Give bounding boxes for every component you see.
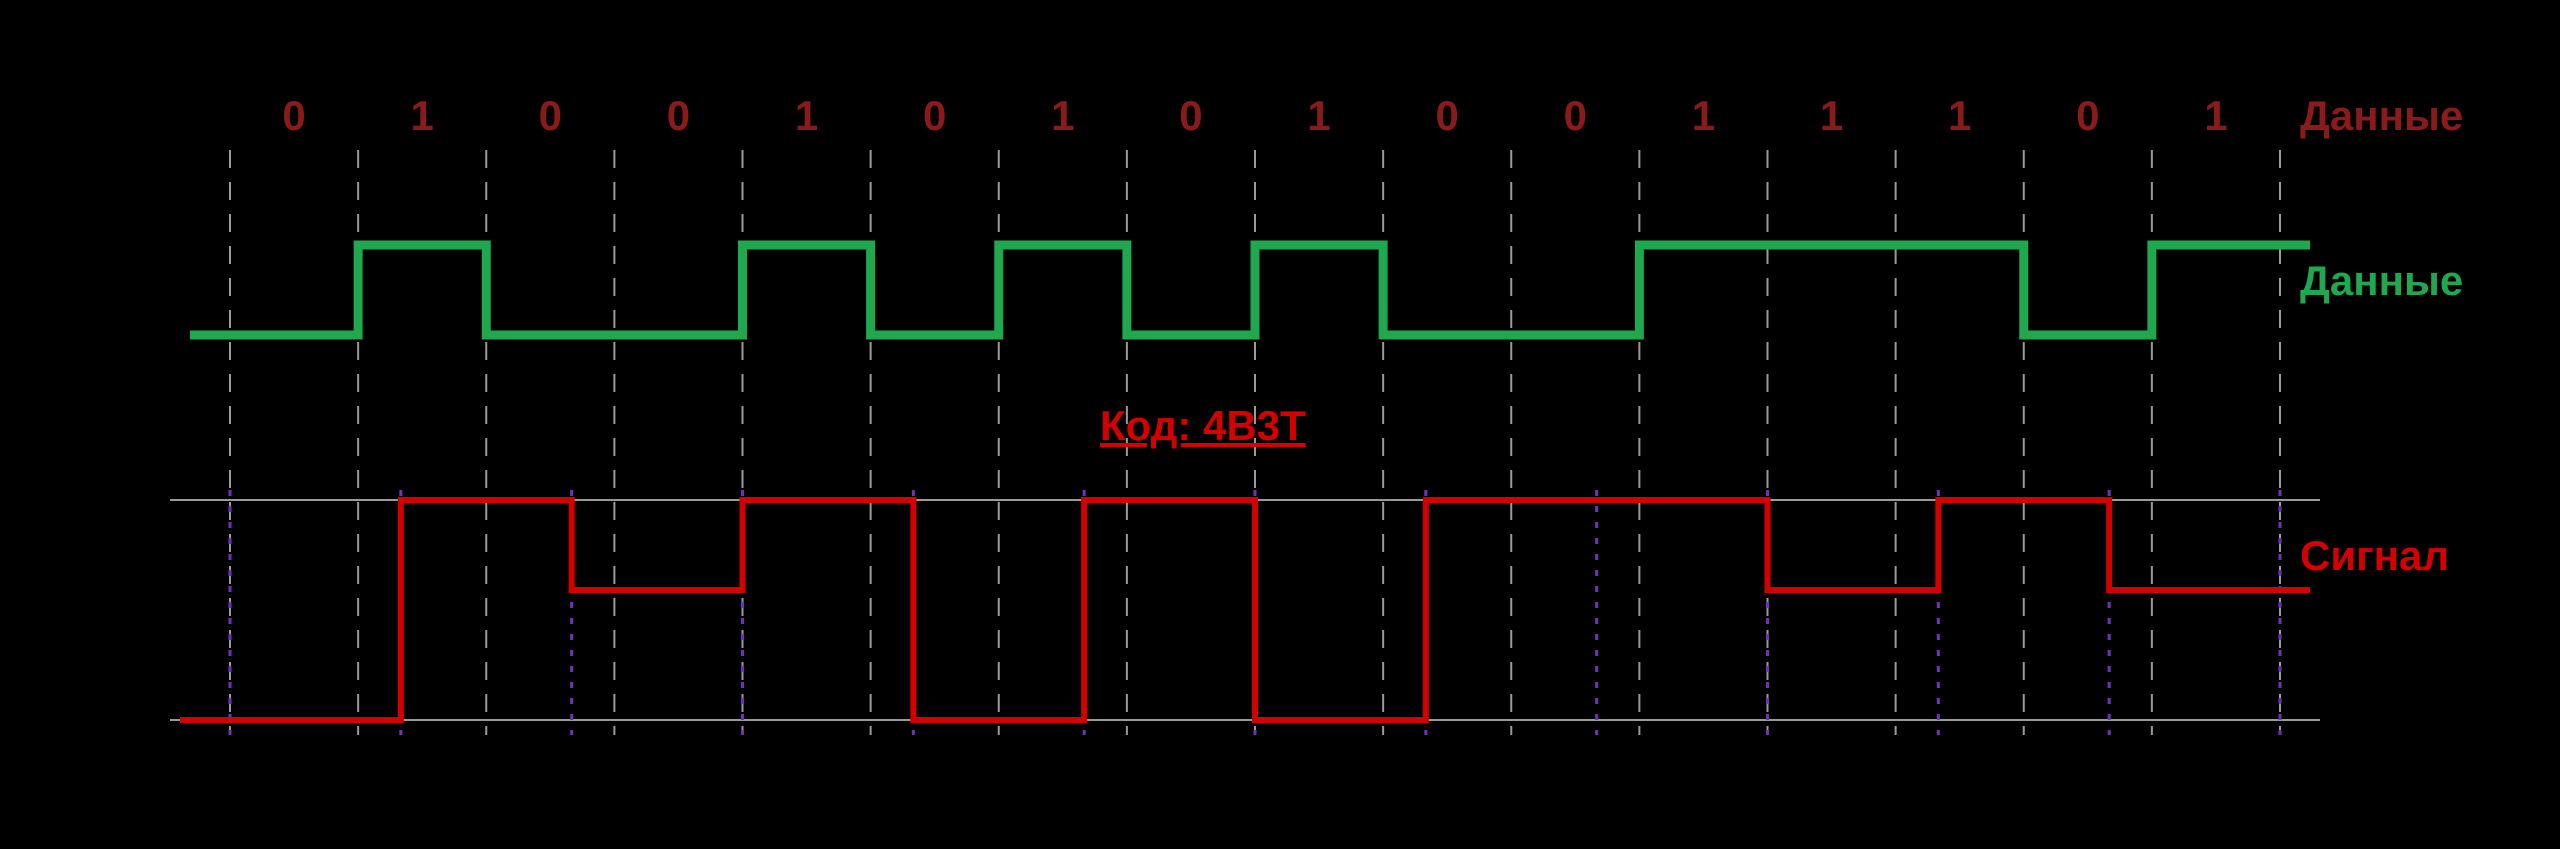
- data-row-label: Данные: [2300, 257, 2463, 304]
- bit-value: 1: [1820, 92, 1843, 139]
- bit-value: 1: [1307, 92, 1330, 139]
- bit-value: 1: [2204, 92, 2227, 139]
- bit-value: 1: [1692, 92, 1715, 139]
- bit-value: 1: [411, 92, 434, 139]
- encoding-diagram: 0 1 0 0 1 0 1 0 1 0 0 1 1 1 0 1 Данные Данные Код: 4B3T Сиг…: [0, 0, 2560, 849]
- bit-value: 0: [923, 92, 946, 139]
- bit-value: 0: [2076, 92, 2099, 139]
- bit-value: 0: [539, 92, 562, 139]
- signal-row-label: Сигнал: [2300, 532, 2449, 579]
- bit-value: 1: [1051, 92, 1074, 139]
- bit-value: 0: [1179, 92, 1202, 139]
- bit-value: 0: [667, 92, 690, 139]
- bit-value: 0: [1564, 92, 1587, 139]
- bits-header-label: Данные: [2300, 92, 2463, 139]
- bit-value: 1: [1948, 92, 1971, 139]
- bit-value: 0: [282, 92, 305, 139]
- bit-value: 0: [1436, 92, 1459, 139]
- bit-value: 1: [795, 92, 818, 139]
- code-label: Код: 4B3T: [1100, 402, 1306, 449]
